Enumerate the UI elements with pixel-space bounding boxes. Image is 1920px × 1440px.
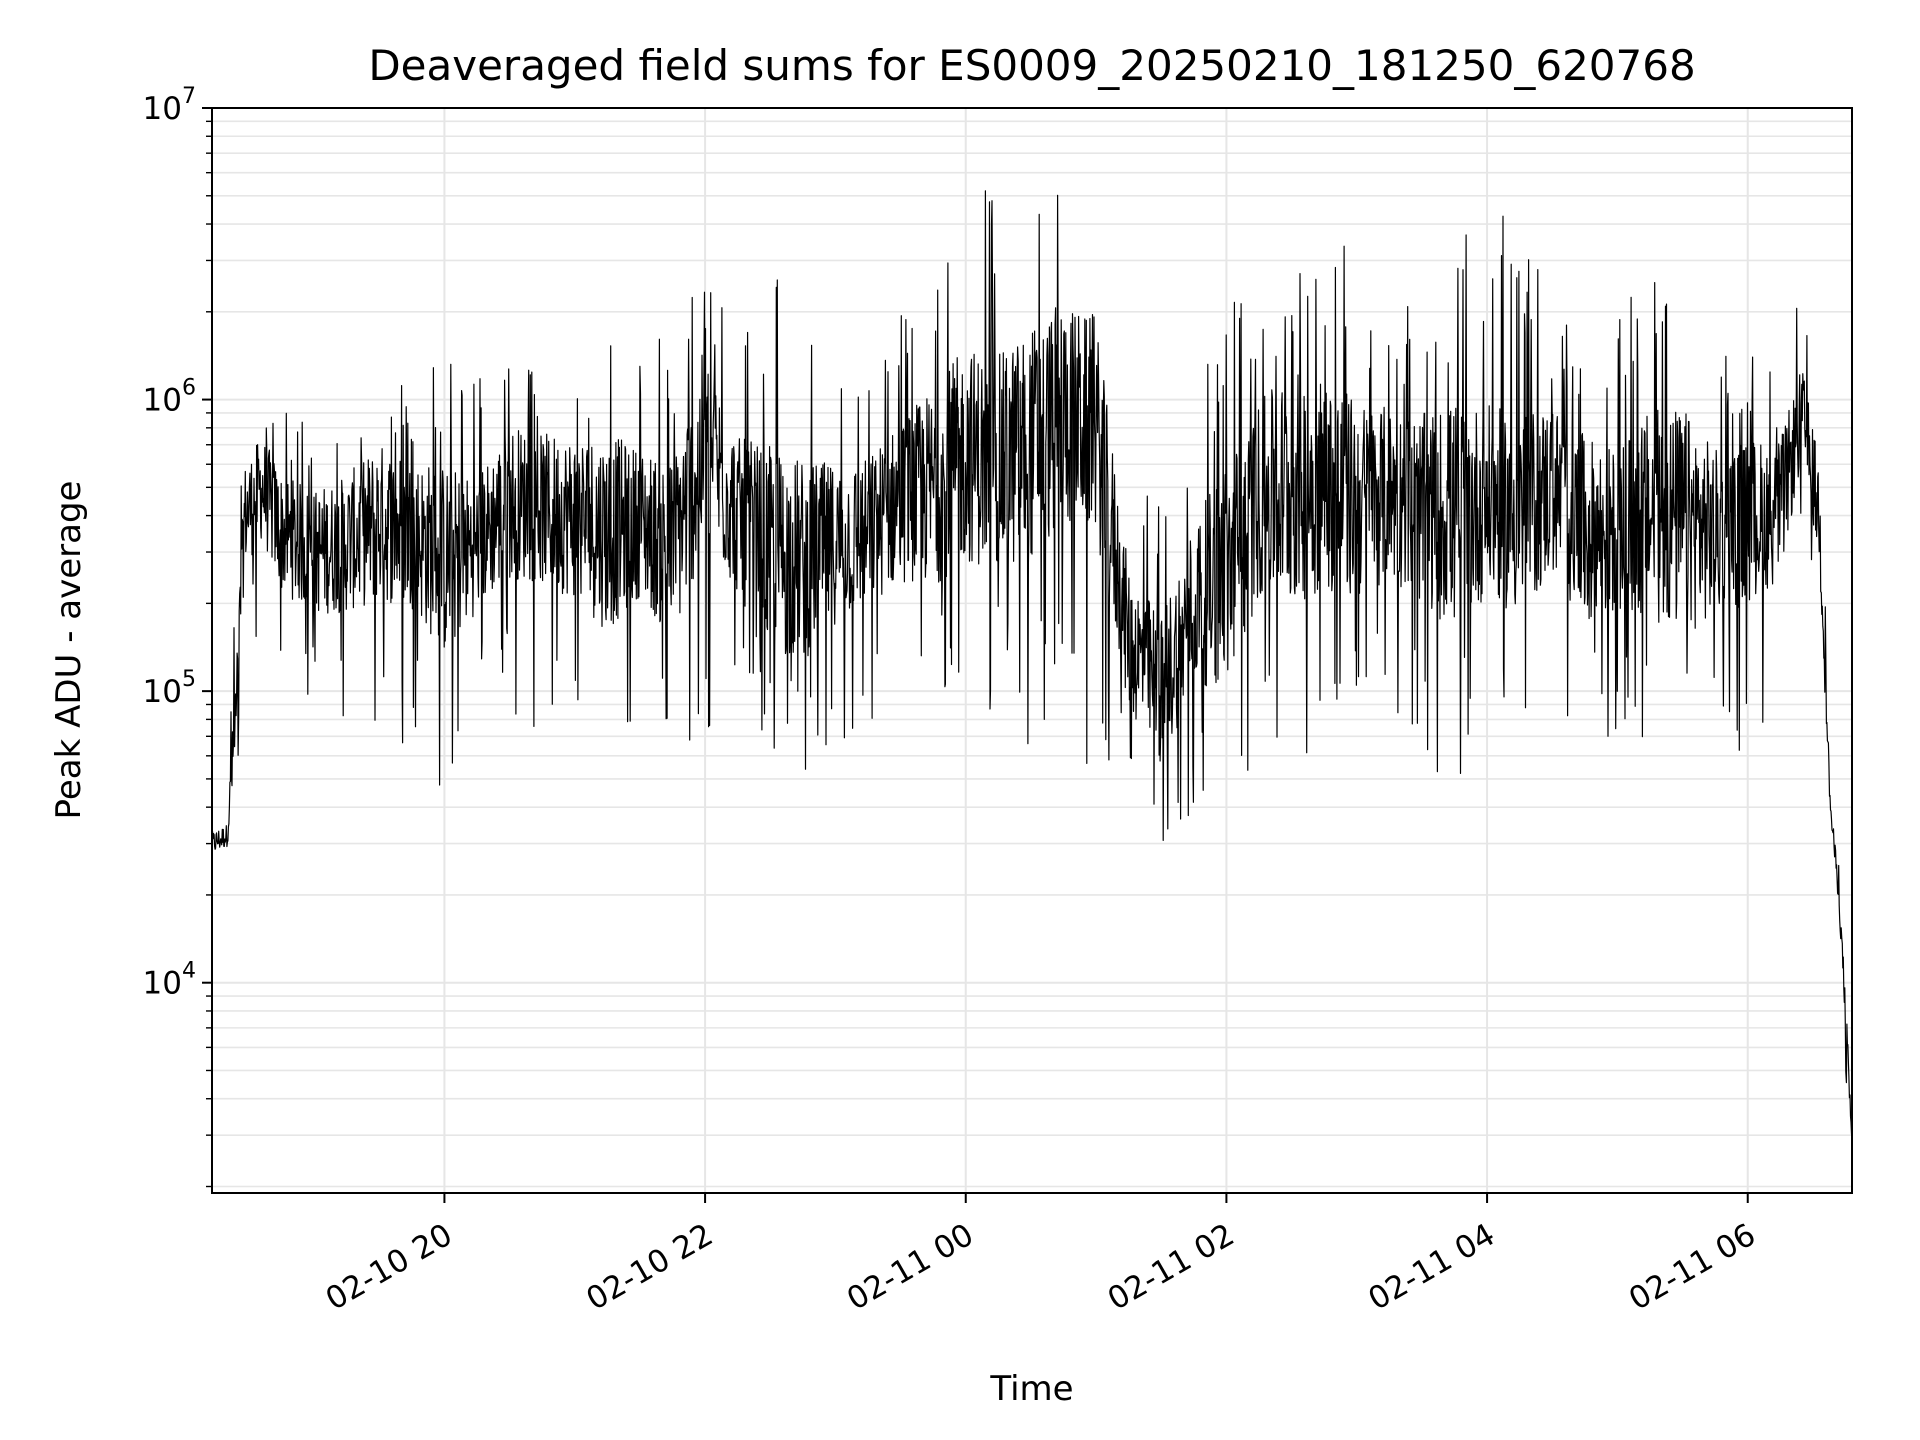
y-axis: 104 105 106 107 [143, 84, 212, 1188]
chart-title: Deaveraged field sums for ES0009_2025021… [368, 41, 1695, 90]
y-axis-label: Peak ADU - average [49, 481, 89, 820]
plot-frame [211, 107, 1853, 1194]
x-axis-label: Time [989, 1369, 1073, 1409]
y-tick-label: 104 [143, 959, 196, 1002]
series-line [211, 190, 1853, 1136]
y-tick-label: 105 [143, 667, 196, 710]
series-layer [211, 190, 1853, 1136]
y-tick-label: 107 [143, 84, 196, 127]
y-tick-label: 106 [143, 376, 196, 419]
